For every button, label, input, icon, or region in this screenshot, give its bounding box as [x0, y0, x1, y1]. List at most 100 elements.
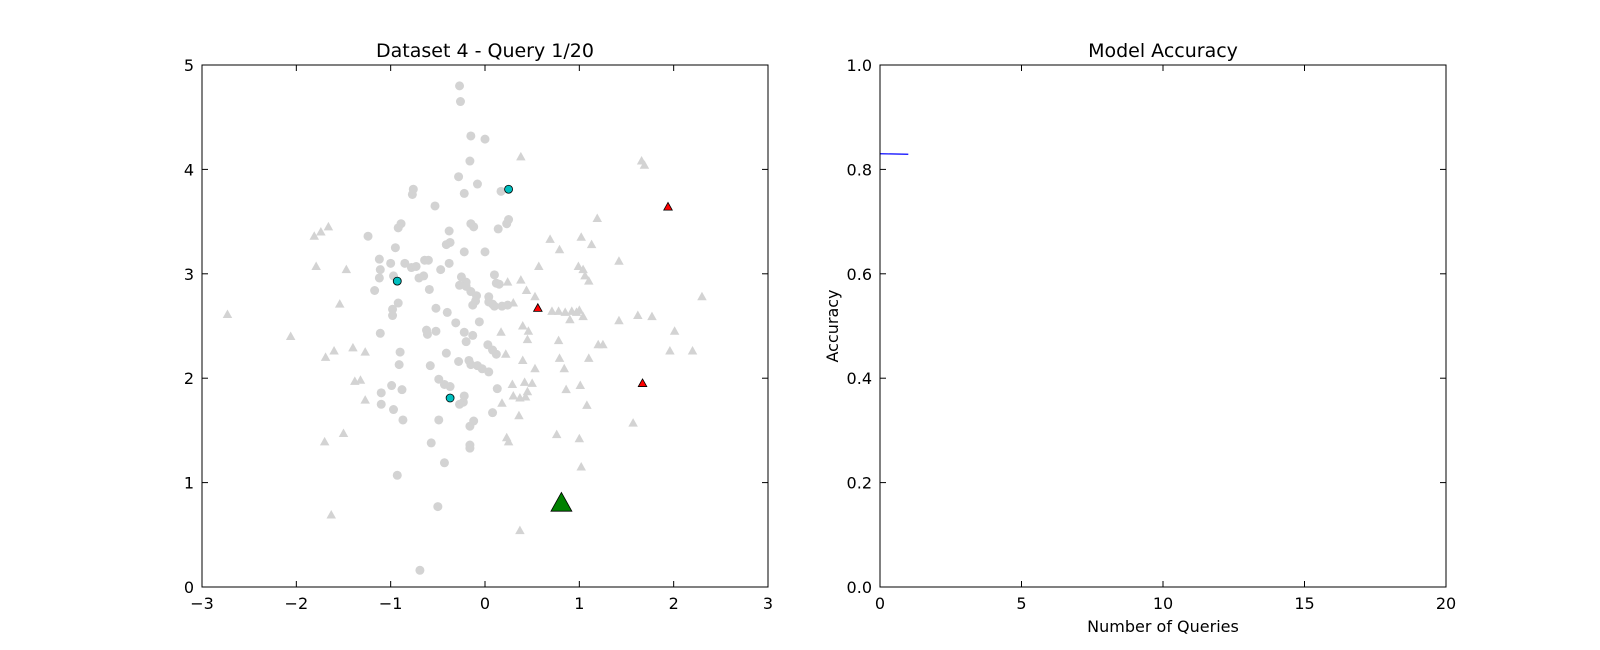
scatter-x-tick-label: −2 — [285, 594, 309, 613]
pool-circle-point — [480, 134, 490, 144]
scatter-y-tick-label: 3 — [184, 265, 194, 284]
pool-triangle-point — [319, 436, 330, 446]
pool-circle-point — [363, 231, 373, 241]
pool-triangle-point — [547, 306, 557, 315]
pool-triangle-point — [507, 379, 518, 388]
accuracy-series-line — [879, 153, 909, 155]
pool-circle-point — [431, 326, 441, 336]
pool-circle-point — [454, 356, 464, 366]
pool-triangle-point — [522, 386, 533, 396]
pool-circle-point — [395, 347, 405, 357]
accuracy-y-tick-label: 0.0 — [847, 578, 872, 597]
pool-triangle-point — [522, 334, 533, 344]
pool-circle-point — [430, 201, 440, 211]
pool-circle-point — [465, 156, 475, 166]
pool-triangle-point — [545, 234, 555, 243]
labeled-circle-point — [392, 276, 402, 286]
pool-circle-point — [374, 273, 384, 283]
pool-circle-point — [444, 258, 454, 268]
scatter-x-tick-label: 0 — [480, 594, 490, 613]
pool-triangle-point — [502, 277, 513, 286]
pool-triangle-point — [497, 398, 507, 407]
pool-circle-point — [480, 247, 490, 257]
pool-triangle-point — [697, 291, 707, 301]
pool-circle-point — [461, 281, 471, 291]
pool-circle-point — [493, 224, 503, 234]
labeled-triangle-point — [637, 378, 648, 387]
pool-triangle-point — [573, 261, 584, 270]
pool-triangle-point — [517, 355, 528, 364]
accuracy-x-axis-label: Number of Queries — [1087, 617, 1239, 636]
pool-triangle-point — [508, 390, 519, 400]
pool-circle-point — [461, 337, 471, 347]
pool-circle-point — [441, 348, 451, 358]
pool-circle-point — [445, 382, 455, 392]
scatter-y-tick-label: 4 — [184, 160, 194, 179]
pool-triangle-point — [576, 232, 586, 241]
labeled-circle-point — [445, 393, 455, 403]
pool-triangle-point — [669, 326, 680, 335]
pool-triangle-point — [561, 384, 571, 394]
pool-circle-point — [489, 270, 499, 280]
pool-circle-point — [455, 280, 465, 290]
pool-circle-point — [434, 374, 444, 384]
pool-circle-point — [394, 360, 404, 370]
pool-circle-point — [370, 286, 380, 296]
scatter-chart: Dataset 4 - Query 1/20 −3 −2 −1 0 1 2 3 0 1 2 3 4 5 — [184, 40, 773, 613]
accuracy-y-tick-label: 1.0 — [847, 56, 872, 75]
pool-circle-point — [433, 502, 443, 512]
pool-circle-point — [400, 258, 410, 268]
pool-circle-point — [502, 219, 512, 229]
pool-triangle-point — [323, 221, 334, 231]
pool-circle-point — [434, 415, 444, 425]
accuracy-chart: Model Accuracy 0 5 10 15 20 0.0 0.2 0.4 0.6 0.8 1.… — [823, 40, 1456, 636]
pool-circle-point — [411, 261, 421, 271]
pool-circle-point — [388, 304, 398, 314]
pool-triangle-point — [592, 213, 603, 222]
accuracy-y-tick-label: 0.4 — [847, 369, 872, 388]
scatter-x-tick-label: 2 — [669, 594, 679, 613]
pool-circle-point — [426, 438, 436, 448]
pool-triangle-point — [329, 346, 339, 355]
pool-triangle-point — [311, 261, 321, 270]
pool-triangle-point — [639, 160, 650, 169]
pool-triangle-point — [584, 353, 594, 362]
pool-triangle-point — [565, 314, 575, 324]
pool-triangle-point — [530, 363, 540, 373]
scatter-y-tick-label: 5 — [184, 56, 194, 75]
pool-triangle-point — [578, 264, 588, 274]
pool-circle-point — [415, 565, 425, 575]
pool-triangle-point — [516, 275, 526, 284]
pool-triangle-point — [520, 391, 531, 401]
pool-triangle-point — [574, 433, 585, 443]
pool-triangle-point — [309, 231, 320, 240]
pool-circle-point — [468, 300, 478, 310]
pool-triangle-point — [348, 342, 358, 352]
pool-circle-point — [376, 388, 386, 398]
pool-triangle-point — [554, 353, 565, 362]
accuracy-plot-frame — [879, 64, 1447, 588]
accuracy-marks — [879, 153, 909, 155]
pool-triangle-point — [326, 509, 336, 519]
accuracy-y-tick-label: 0.6 — [847, 265, 872, 284]
pool-triangle-point — [559, 363, 569, 373]
pool-circle-point — [444, 226, 454, 236]
pool-triangle-point — [560, 307, 570, 316]
pool-circle-point — [423, 255, 433, 265]
accuracy-x-tick-label: 20 — [1436, 594, 1456, 613]
pool-circle-point — [425, 361, 435, 371]
scatter-chart-title: Dataset 4 - Query 1/20 — [376, 40, 594, 62]
pool-circle-point — [474, 317, 484, 327]
pool-circle-point — [455, 97, 465, 107]
accuracy-y-tick-label: 0.2 — [847, 474, 872, 493]
pool-triangle-point — [574, 305, 585, 314]
scatter-x-tick-label: −1 — [379, 594, 403, 613]
pool-circle-point — [466, 360, 476, 370]
pool-circle-point — [398, 415, 408, 425]
pool-circle-point — [455, 81, 465, 91]
pool-circle-point — [436, 265, 446, 275]
pool-circle-point — [468, 330, 478, 340]
accuracy-ticks: 0 5 10 15 20 0.0 0.2 0.4 0.6 0.8 1.0 — [847, 56, 1457, 613]
pool-circle-point — [503, 300, 513, 310]
